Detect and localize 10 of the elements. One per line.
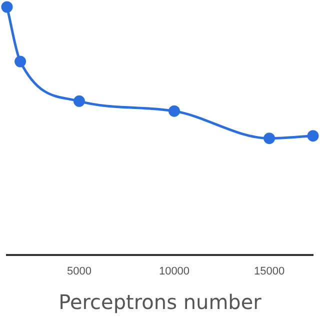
point <box>1 1 13 13</box>
x-tick-label: 5000 <box>66 265 92 278</box>
point <box>264 132 276 144</box>
x-tick-label: 15000 <box>254 265 285 278</box>
point <box>14 56 26 68</box>
point <box>307 130 319 142</box>
x-axis-title: Perceptrons number <box>58 290 262 314</box>
x-tick-label: 10000 <box>158 265 190 278</box>
point <box>73 95 85 107</box>
point <box>168 105 180 117</box>
